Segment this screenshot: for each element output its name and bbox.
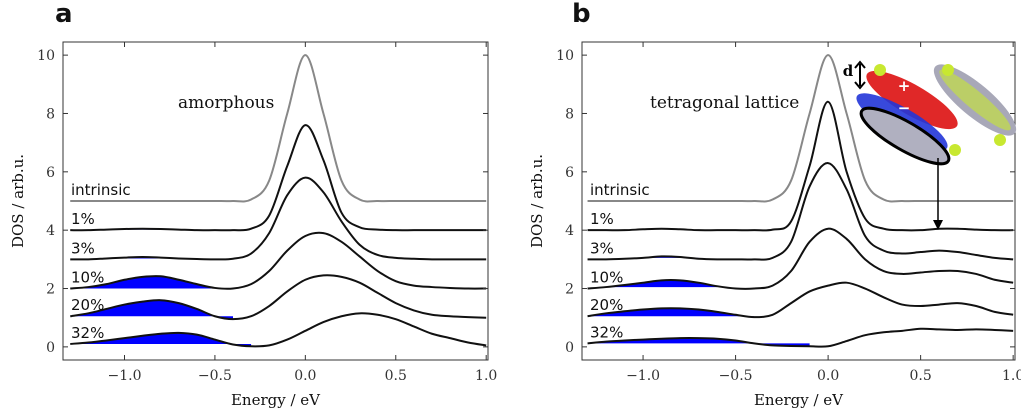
series-label: intrinsic xyxy=(590,181,650,199)
dos-line xyxy=(587,227,1014,290)
dos-line xyxy=(70,124,487,232)
x-tick-label: −1.0 xyxy=(626,368,660,384)
plot-frame xyxy=(581,41,1016,361)
plot-area xyxy=(587,54,1014,348)
y-tick-label: 8 xyxy=(46,106,55,122)
y-tick-label: 0 xyxy=(46,340,55,356)
y-tick-label: 6 xyxy=(565,165,574,181)
series-label: 10% xyxy=(71,269,104,287)
series-label: 1% xyxy=(71,210,95,228)
dos-line xyxy=(70,312,487,348)
x-tick-label: 1.0 xyxy=(475,368,497,384)
y-tick-label: 10 xyxy=(37,48,55,64)
y-tick-label: 4 xyxy=(46,223,55,239)
panel-letter: b xyxy=(572,0,591,29)
series-label: 32% xyxy=(71,324,104,342)
dos-line xyxy=(587,162,1014,261)
x-tick-label: 0.5 xyxy=(909,368,931,384)
dopant-fill xyxy=(70,276,215,289)
inset-molecules xyxy=(854,60,1017,230)
y-tick-label: 10 xyxy=(556,48,574,64)
dos-line xyxy=(587,281,1014,319)
inset-label: d xyxy=(843,62,854,80)
dos-line xyxy=(70,54,487,203)
dos-line xyxy=(70,274,487,321)
panel-letter: a xyxy=(55,0,73,29)
dopant-fill xyxy=(70,300,233,320)
x-tick-label: 0.0 xyxy=(294,368,316,384)
series-label: 1% xyxy=(590,210,614,228)
dos-line xyxy=(587,100,1014,232)
series-label: intrinsic xyxy=(71,181,131,199)
y-tick-label: 8 xyxy=(565,106,574,122)
x-tick-label: 0.0 xyxy=(817,368,839,384)
x-tick-label: −0.5 xyxy=(719,368,753,384)
y-tick-label: 2 xyxy=(565,282,574,298)
inset-label: − xyxy=(898,99,911,117)
x-axis-label: Energy / eV xyxy=(754,391,844,409)
series-label: 3% xyxy=(71,239,95,257)
y-tick-label: 4 xyxy=(565,223,574,239)
series-label: 10% xyxy=(590,269,623,287)
dopant-fill xyxy=(587,308,755,318)
dos-line xyxy=(587,54,1014,203)
x-tick-label: −1.0 xyxy=(107,368,141,384)
series-label: 20% xyxy=(71,296,104,314)
y-axis-label: DOS / arb.u. xyxy=(9,154,27,248)
x-tick-label: −0.5 xyxy=(198,368,232,384)
annotation: tetragonal lattice xyxy=(650,93,799,113)
dos-line xyxy=(587,327,1014,348)
series-label: 3% xyxy=(590,239,614,257)
annotation: amorphous xyxy=(178,93,274,113)
y-tick-label: 2 xyxy=(46,282,55,298)
x-tick-label: 0.5 xyxy=(385,368,407,384)
x-axis-label: Energy / eV xyxy=(231,391,321,409)
inset-label: + xyxy=(898,77,911,95)
series-label: 32% xyxy=(590,323,623,341)
y-tick-label: 0 xyxy=(565,340,574,356)
plot-area xyxy=(70,54,487,348)
dos-line xyxy=(70,231,487,290)
series-label: 20% xyxy=(590,296,623,314)
y-axis-label: DOS / arb.u. xyxy=(528,154,546,248)
x-tick-label: 1.0 xyxy=(1002,368,1021,384)
y-tick-label: 6 xyxy=(46,165,55,181)
dopant-fill xyxy=(70,332,252,347)
dos-line xyxy=(70,176,487,261)
plot-frame xyxy=(62,41,489,361)
